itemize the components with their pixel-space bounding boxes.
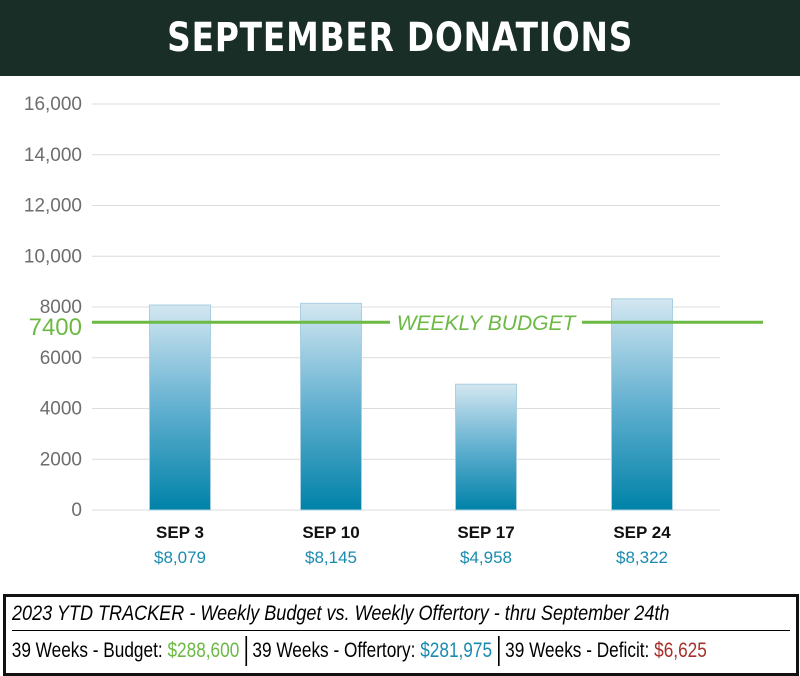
budget-value-tick: 7400 bbox=[29, 314, 82, 341]
bar-value-label: $8,145 bbox=[305, 548, 357, 567]
tracker-summary-bar: 39 Weeks - Budget: $288,600 39 Weeks - O… bbox=[6, 631, 796, 671]
ytd-tracker: 2023 YTD TRACKER - Weekly Budget vs. Wee… bbox=[3, 594, 799, 676]
divider bbox=[245, 636, 247, 666]
budget-line-label: WEEKLY BUDGET bbox=[397, 312, 578, 335]
y-tick-label: 10,000 bbox=[24, 246, 82, 267]
y-tick-label: 2000 bbox=[40, 449, 82, 470]
deficit-value: $6,625 bbox=[654, 639, 707, 662]
y-tick-label: 14,000 bbox=[24, 145, 82, 166]
bar-value-label: $8,079 bbox=[154, 548, 206, 567]
tracker-title-bar: 2023 YTD TRACKER - Weekly Budget vs. Wee… bbox=[12, 597, 790, 631]
y-tick-label: 12,000 bbox=[24, 196, 82, 217]
header-banner: SEPTEMBER DONATIONS bbox=[0, 0, 800, 76]
budget-value: $288,600 bbox=[167, 639, 240, 662]
divider bbox=[497, 636, 500, 666]
tracker-summary: 39 Weeks - Budget: $288,600 39 Weeks - O… bbox=[6, 631, 713, 671]
bar bbox=[611, 298, 673, 511]
bar bbox=[300, 302, 362, 511]
x-tick-label: SEP 17 bbox=[457, 523, 514, 542]
tracker-title: 2023 YTD TRACKER - Weekly Budget vs. Wee… bbox=[12, 602, 670, 625]
offertory-label: 39 Weeks - Offertory: bbox=[252, 639, 416, 662]
y-tick-label: 0 bbox=[71, 500, 82, 521]
y-tick-label: 4000 bbox=[40, 399, 82, 420]
budget-label: 39 Weeks - Budget: bbox=[11, 639, 163, 662]
x-tick-label: SEP 3 bbox=[156, 523, 204, 542]
x-tick-label: SEP 10 bbox=[302, 523, 359, 542]
page-title: SEPTEMBER DONATIONS bbox=[166, 15, 634, 61]
offertory-value: $281,975 bbox=[420, 639, 493, 662]
bar bbox=[455, 383, 517, 511]
bar-value-label: $8,322 bbox=[616, 548, 668, 567]
y-tick-label: 8000 bbox=[40, 297, 82, 318]
y-tick-label: 16,000 bbox=[24, 94, 82, 115]
bar bbox=[149, 304, 211, 511]
x-tick-label: SEP 24 bbox=[613, 523, 671, 542]
bar-value-label: $4,958 bbox=[460, 548, 512, 567]
y-tick-label: 6000 bbox=[40, 348, 82, 369]
deficit-label: 39 Weeks - Deficit: bbox=[505, 639, 650, 662]
